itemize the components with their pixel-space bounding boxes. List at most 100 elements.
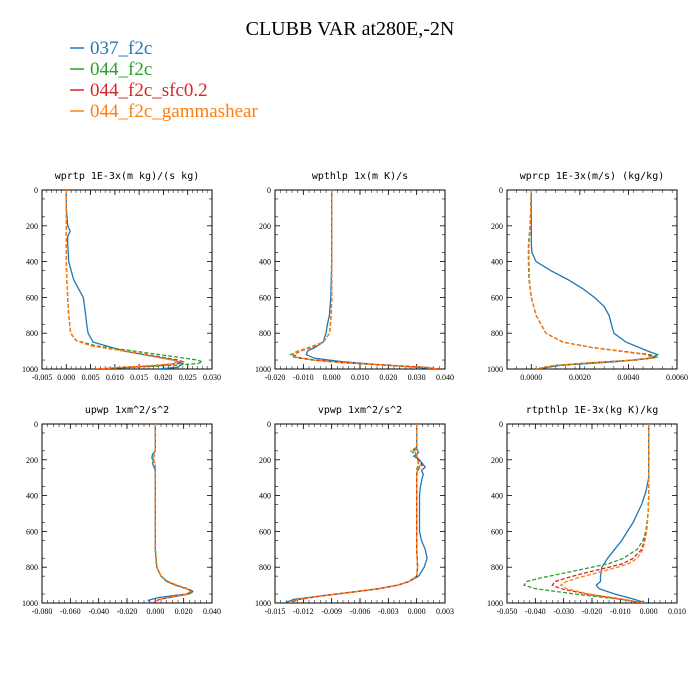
series-line-044_f2c_sfc0.2 (292, 190, 440, 369)
y-tick-label: 0 (34, 186, 38, 195)
y-tick-label: 600 (491, 527, 503, 536)
x-tick-label: 0.020 (379, 373, 397, 382)
x-tick-label: 0.0000 (520, 373, 542, 382)
x-tick-label: 0.040 (436, 373, 454, 382)
x-tick-label: -0.015 (265, 607, 286, 616)
panel: vpwp 1xm^2/s^2 0 200 400 600 800 1000-0.015 -0.… (255, 405, 454, 616)
series-line-044_f2c_gammashear (559, 424, 650, 603)
series-line-044_f2c_gammashear (65, 190, 180, 369)
y-tick-label: 200 (26, 222, 38, 231)
x-tick-label: -0.030 (553, 607, 574, 616)
x-tick-label: 0.030 (203, 373, 221, 382)
y-tick-label: 1000 (22, 599, 38, 608)
x-tick-label: 0.040 (203, 607, 221, 616)
panel-title: vpwp 1xm^2/s^2 (318, 405, 402, 416)
series-line-044_f2c (151, 424, 195, 603)
x-tick-label: 0.020 (175, 607, 193, 616)
y-tick-label: 0 (34, 420, 38, 429)
y-tick-label: 200 (259, 456, 271, 465)
x-tick-label: -0.040 (525, 607, 546, 616)
series-line-044_f2c_gammashear (152, 424, 193, 603)
plot-frame (274, 189, 446, 370)
series-line-037_f2c (595, 424, 650, 603)
panel: wprtp 1E-3x(m kg)/(s kg) 0 200 400 600 800 100… (22, 171, 221, 382)
x-tick-label: 0.010 (351, 373, 369, 382)
x-tick-label: -0.020 (117, 607, 138, 616)
x-tick-label: 0.0060 (666, 373, 688, 382)
x-tick-label: -0.080 (32, 607, 53, 616)
legend-entry: 044_f2c_gammashear (90, 101, 258, 122)
series-line-044_f2c (289, 190, 440, 369)
panel: rtpthlp 1E-3x(kg K)/kg02004006008001000-… (487, 405, 686, 616)
y-tick-label: 1000 (255, 365, 271, 374)
y-tick-label: 800 (491, 563, 503, 572)
y-tick-label: 800 (259, 563, 271, 572)
legend: 037_f2c044_f2c044_f2c_sfc0.2044_f2c_gamm… (70, 38, 258, 122)
x-tick-label: -0.003 (378, 607, 399, 616)
x-tick-label: 0.020 (154, 373, 172, 382)
y-tick-label: 200 (491, 456, 503, 465)
panel-title: wprcp 1E-3x(m/s) (kg/kg) (520, 171, 665, 182)
figure-title: CLUBB VAR at280E,-2N (246, 18, 455, 40)
x-tick-label: 0.0040 (617, 373, 639, 382)
series-line-044_f2c (65, 190, 205, 369)
y-tick-label: 1000 (487, 365, 503, 374)
series-line-044_f2c_sfc0.2 (528, 190, 656, 369)
y-tick-label: 600 (26, 527, 38, 536)
x-tick-label: -0.010 (610, 607, 631, 616)
x-tick-label: -0.012 (293, 607, 314, 616)
x-tick-label: -0.050 (497, 607, 518, 616)
x-tick-label: 0.030 (408, 373, 426, 382)
panel-title: wpthlp 1x(m K)/s (312, 171, 408, 182)
y-tick-label: 1000 (487, 599, 503, 608)
legend-entry: 037_f2c (90, 38, 152, 59)
x-tick-label: 0.000 (323, 373, 341, 382)
y-tick-label: 800 (26, 329, 38, 338)
y-tick-label: 400 (491, 258, 503, 267)
y-tick-label: 800 (259, 329, 271, 338)
y-tick-label: 0 (267, 186, 271, 195)
y-tick-label: 0 (499, 420, 503, 429)
legend-entry: 044_f2c (90, 59, 152, 80)
series-line-037_f2c (305, 190, 437, 369)
series-line-037_f2c (530, 190, 660, 369)
y-tick-label: 1000 (22, 365, 38, 374)
panel: wpthlp 1x(m K)/s 0 200 400 600 800 1000-0.020-… (255, 171, 454, 382)
x-tick-label: 0.000 (57, 373, 75, 382)
y-tick-label: 400 (259, 492, 271, 501)
panels: wprtp 1E-3x(m kg)/(s kg) 0 200 400 600 800 100… (22, 171, 688, 616)
series-line-044_f2c_sfc0.2 (152, 424, 194, 603)
series-line-044_f2c_gammashear (528, 190, 653, 369)
series-line-044_f2c (527, 190, 658, 369)
x-tick-label: 0.015 (130, 373, 148, 382)
y-tick-label: 200 (259, 222, 271, 231)
x-tick-label: 0.005 (82, 373, 100, 382)
series-line-037_f2c (65, 190, 185, 369)
x-tick-label: -0.009 (321, 607, 342, 616)
x-tick-label: -0.040 (88, 607, 109, 616)
x-tick-label: 0.010 (668, 607, 686, 616)
y-tick-label: 600 (259, 527, 271, 536)
plot-frame (506, 423, 678, 604)
series-line-037_f2c (284, 424, 428, 603)
x-tick-label: -0.010 (293, 373, 314, 382)
y-tick-label: 200 (491, 222, 503, 231)
plot-frame (506, 189, 678, 370)
series-line-044_f2c_gammashear (290, 190, 440, 369)
y-tick-label: 600 (259, 293, 271, 302)
panel-title: rtpthlp 1E-3x(kg K)/kg (526, 405, 658, 416)
x-tick-label: -0.020 (265, 373, 286, 382)
x-tick-label: 0.000 (146, 607, 164, 616)
y-tick-label: 400 (26, 258, 38, 267)
panel: wprcp 1E-3x(m/s) (kg/kg) 0 200 400 600 800 100… (487, 171, 688, 382)
y-tick-label: 200 (26, 456, 38, 465)
panel: upwp 1xm^2/s^2 0 200 400 600 800 1000-0.080 -0.… (22, 405, 221, 616)
series-line-044_f2c_sfc0.2 (65, 190, 185, 369)
x-tick-label: 0.000 (640, 607, 658, 616)
plot-frame (41, 423, 213, 604)
series-line-044_f2c (522, 424, 650, 603)
x-tick-label: 0.000 (408, 607, 426, 616)
y-tick-label: 600 (491, 293, 503, 302)
x-tick-label: 0.0020 (569, 373, 591, 382)
panel-title: wprtp 1E-3x(m kg)/(s kg) (55, 171, 200, 182)
